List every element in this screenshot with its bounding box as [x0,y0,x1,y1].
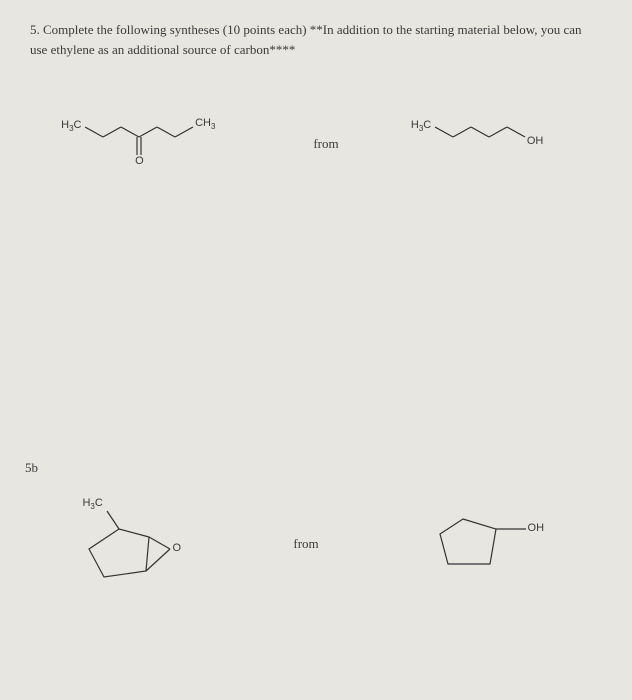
question-text: 5. Complete the following syntheses (10 … [30,20,602,59]
starting-material-5b: OH [418,489,568,599]
reaction-5b: H3C O from OH [30,469,602,619]
oxygen-label: O [135,155,144,167]
question-number: 5. [30,22,40,37]
h3c-label-5b: H3C [82,497,102,511]
product-5a: H3C CH3 O [61,109,231,179]
product-5b: H3C O [64,479,204,609]
page-container: 5. Complete the following syntheses (10 … [0,0,632,639]
alcohol-structure [411,109,571,179]
ch3-label-right: CH3 [195,117,215,131]
h3c-label-sm: H3C [411,119,431,133]
oh-label-sm: OH [527,135,544,147]
starting-material-5a: H3C OH [411,109,571,179]
from-text-5a: from [313,136,338,152]
cyclopentanol [418,489,568,599]
question-body: Complete the following syntheses (10 poi… [30,22,582,57]
h3c-label-left: H3C [61,119,81,133]
oh-label-5b: OH [528,522,545,534]
reaction-5a: H3C CH3 O from H3C OH [30,99,602,189]
from-text-5b: from [293,536,318,552]
epoxide-o-label: O [172,542,181,554]
